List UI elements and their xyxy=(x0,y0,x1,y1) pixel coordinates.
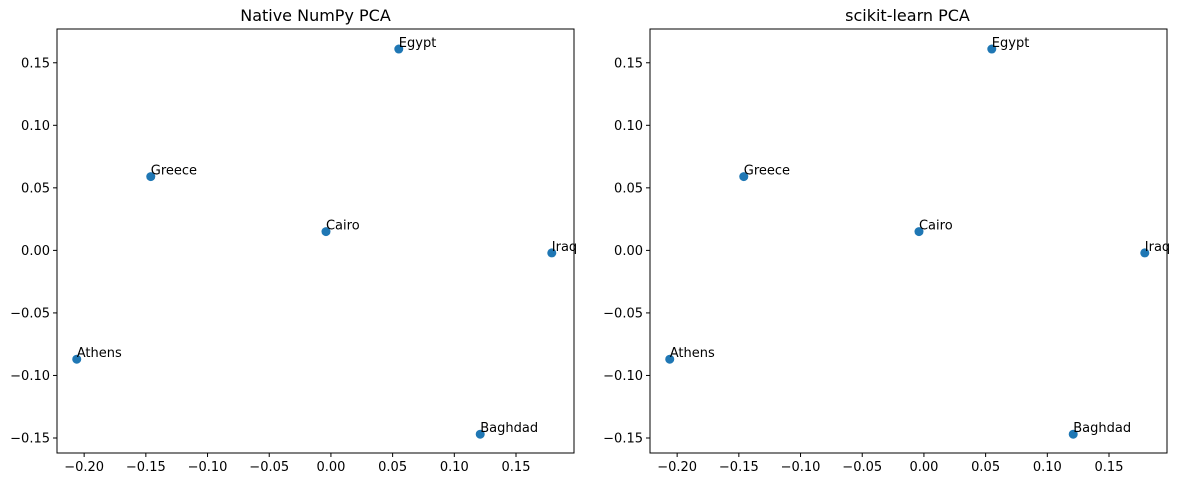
chart-title: Native NumPy PCA xyxy=(240,6,391,25)
point-label-iraq: Iraq xyxy=(552,240,577,255)
data-point-egypt xyxy=(987,44,997,54)
data-point-egypt xyxy=(394,44,404,54)
point-label-baghdad: Baghdad xyxy=(480,421,538,436)
x-tick-label: −0.15 xyxy=(719,460,759,475)
point-label-iraq: Iraq xyxy=(1145,240,1170,255)
x-tick-label: 0.00 xyxy=(909,460,938,475)
y-tick-label: −0.15 xyxy=(603,431,643,446)
point-label-baghdad: Baghdad xyxy=(1073,421,1131,436)
x-tick-label: −0.05 xyxy=(249,460,289,475)
x-tick-label: 0.05 xyxy=(378,460,407,475)
x-tick-label: −0.10 xyxy=(781,460,821,475)
point-label-cairo: Cairo xyxy=(919,219,953,234)
chart-scikit-learn-pca: scikit-learn PCA −0.15 −0.10 −0.05 0.00 0.05… xyxy=(603,6,1170,475)
point-label-egypt: Egypt xyxy=(399,36,437,51)
data-point-cairo xyxy=(321,227,331,237)
x-tick-label: 0.15 xyxy=(1095,460,1124,475)
data-point-athens xyxy=(665,354,675,364)
y-tick-label: 0.10 xyxy=(21,119,50,134)
data-point-athens xyxy=(72,354,82,364)
data-point-baghdad xyxy=(475,429,485,439)
y-tick-label: 0.00 xyxy=(614,244,643,259)
point-label-athens: Athens xyxy=(670,346,715,361)
x-tick-label: 0.10 xyxy=(440,460,469,475)
y-tick-label: −0.05 xyxy=(10,306,50,321)
y-tick-label: 0.00 xyxy=(21,244,50,259)
x-tick-label: −0.20 xyxy=(64,460,104,475)
data-point-greece xyxy=(739,172,749,182)
x-tick-label: −0.15 xyxy=(126,460,166,475)
x-tick-label: 0.05 xyxy=(971,460,1000,475)
plot-frame xyxy=(649,28,1168,454)
x-tick-label: −0.10 xyxy=(188,460,228,475)
y-tick-label: −0.10 xyxy=(10,369,50,384)
point-label-cairo: Cairo xyxy=(326,219,360,234)
x-tick-label: −0.20 xyxy=(657,460,697,475)
point-label-greece: Greece xyxy=(744,164,790,179)
data-point-iraq xyxy=(547,248,557,258)
data-point-iraq xyxy=(1140,248,1150,258)
data-point-cairo xyxy=(914,227,924,237)
x-tick-label: −0.05 xyxy=(842,460,882,475)
y-tick-label: 0.15 xyxy=(21,56,50,71)
point-label-greece: Greece xyxy=(151,164,197,179)
data-point-greece xyxy=(146,172,156,182)
chart-title: scikit-learn PCA xyxy=(845,6,970,25)
plot-frame xyxy=(56,28,575,454)
x-tick-label: 0.10 xyxy=(1033,460,1062,475)
y-tick-label: −0.15 xyxy=(10,431,50,446)
y-tick-label: 0.05 xyxy=(21,181,50,196)
y-tick-label: −0.05 xyxy=(603,306,643,321)
point-label-athens: Athens xyxy=(77,346,122,361)
y-tick-label: 0.05 xyxy=(614,181,643,196)
point-label-egypt: Egypt xyxy=(992,36,1030,51)
y-tick-label: 0.10 xyxy=(614,119,643,134)
x-tick-label: 0.15 xyxy=(502,460,531,475)
x-tick-label: 0.00 xyxy=(316,460,345,475)
y-tick-label: 0.15 xyxy=(614,56,643,71)
y-tick-label: −0.10 xyxy=(603,369,643,384)
data-point-baghdad xyxy=(1068,429,1078,439)
chart-native-numpy-pca: Native NumPy PCA −0.15 −0.10 −0.05 0.00 0.05… xyxy=(10,6,577,475)
